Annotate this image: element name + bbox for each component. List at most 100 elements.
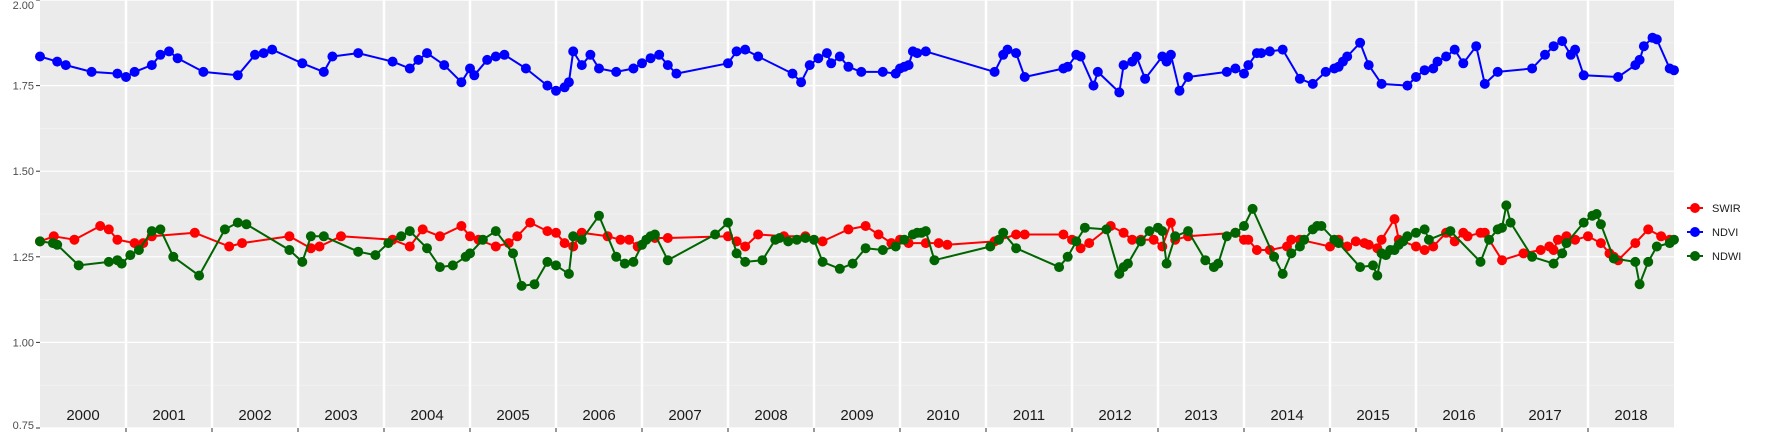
series-ndwi	[35, 200, 1679, 291]
data-point	[1402, 231, 1413, 242]
data-point	[305, 231, 316, 242]
data-point	[1239, 68, 1249, 79]
data-point	[1484, 234, 1495, 245]
data-point	[439, 60, 450, 71]
data-point	[1548, 258, 1559, 269]
data-point	[284, 231, 295, 242]
data-point	[422, 243, 432, 254]
data-point	[1269, 251, 1280, 262]
data-point	[1230, 63, 1241, 74]
data-point	[35, 236, 45, 247]
data-point	[1183, 72, 1194, 82]
data-point	[241, 219, 252, 230]
data-point	[559, 238, 570, 249]
data-point	[417, 224, 428, 235]
data-point	[516, 280, 527, 291]
data-point	[611, 66, 622, 77]
year-label: 2003	[324, 407, 357, 424]
data-point	[168, 251, 179, 262]
data-point	[645, 53, 656, 64]
data-point	[1557, 248, 1568, 259]
data-point	[447, 260, 458, 271]
data-point	[920, 46, 931, 57]
data-point	[637, 58, 647, 69]
data-point	[1595, 219, 1606, 230]
data-point	[1071, 236, 1082, 247]
y-tick-label: 1.75	[13, 81, 34, 93]
data-point	[1135, 236, 1146, 247]
data-point	[753, 229, 764, 240]
data-point	[1320, 66, 1331, 77]
data-point	[654, 49, 665, 60]
data-point	[103, 224, 114, 235]
data-point	[1462, 231, 1473, 242]
data-point	[890, 241, 901, 252]
data-point	[1570, 44, 1581, 55]
data-point	[52, 56, 63, 67]
data-point	[1540, 49, 1550, 60]
data-point	[740, 256, 751, 267]
legend-label: NDVI	[1712, 227, 1738, 239]
data-point	[1669, 234, 1679, 245]
data-point	[998, 227, 1009, 238]
data-point	[843, 61, 854, 72]
data-point	[116, 258, 127, 269]
data-point	[1333, 238, 1344, 249]
legend-item-ndvi: NDVI	[1685, 222, 1738, 242]
data-point	[551, 260, 561, 271]
legend-label: SWIR	[1712, 203, 1741, 215]
data-point	[723, 217, 733, 228]
data-point	[826, 58, 837, 69]
data-point	[198, 66, 209, 77]
data-point	[1161, 258, 1172, 269]
data-point	[490, 241, 501, 252]
data-point	[1535, 245, 1546, 255]
data-point	[1389, 214, 1400, 225]
year-label: 2012	[1098, 407, 1131, 424]
data-point	[576, 234, 587, 245]
data-point	[989, 66, 1000, 77]
data-point	[465, 231, 475, 242]
data-point	[258, 48, 269, 59]
data-point	[103, 256, 114, 267]
year-label: 2010	[926, 407, 959, 424]
data-point	[1251, 245, 1262, 255]
data-point	[1256, 48, 1267, 59]
data-point	[809, 234, 819, 245]
data-point	[1583, 231, 1593, 242]
data-point	[1557, 36, 1568, 47]
y-tick-label: 1.50	[13, 166, 34, 178]
data-point	[490, 51, 501, 62]
data-point	[1372, 270, 1383, 281]
year-label: 2005	[496, 407, 529, 424]
data-point	[1316, 221, 1327, 231]
data-point	[125, 250, 136, 261]
data-point	[1651, 34, 1662, 45]
data-point	[1643, 224, 1654, 235]
data-point	[568, 46, 579, 57]
data-point	[1239, 221, 1249, 231]
data-point	[804, 60, 815, 71]
data-point	[1243, 60, 1254, 71]
data-point	[69, 234, 80, 245]
data-point	[1376, 78, 1387, 89]
data-point	[456, 221, 467, 231]
data-point	[477, 234, 488, 245]
data-point	[551, 227, 561, 238]
data-point	[1118, 227, 1129, 238]
data-point	[1247, 203, 1258, 214]
data-point	[370, 250, 381, 261]
data-point	[1355, 262, 1366, 273]
data-point	[1449, 44, 1460, 55]
data-point	[112, 234, 123, 245]
data-point	[469, 70, 480, 81]
data-point	[232, 70, 243, 81]
data-point	[456, 77, 467, 88]
data-point	[508, 248, 518, 259]
data-point	[146, 226, 157, 237]
y-axis: 0.75 1.00 1.25 1.50 1.75 2.00	[13, 0, 40, 432]
data-point	[791, 234, 802, 245]
data-point	[1131, 51, 1142, 62]
data-point	[1634, 54, 1645, 65]
data-point	[1101, 224, 1112, 235]
